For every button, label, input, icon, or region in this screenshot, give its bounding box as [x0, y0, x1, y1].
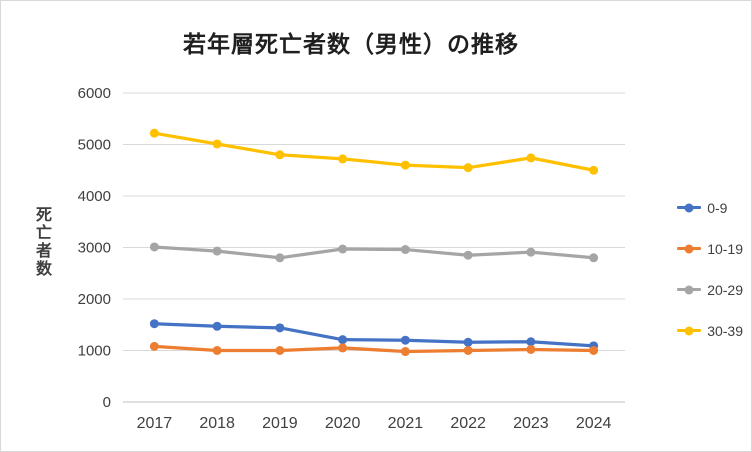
series-marker-30-39 [212, 139, 222, 149]
series-line-10-19 [152, 344, 596, 354]
x-tick-label: 2020 [325, 415, 361, 432]
legend-item-10-19: 10-19 [677, 238, 743, 259]
series-marker-10-19 [463, 346, 473, 355]
x-tick-label: 2017 [137, 415, 173, 432]
chart-title: 若年層死亡者数（男性）の推移 [183, 31, 519, 57]
series-marker-30-39 [526, 153, 536, 163]
legend-dot-icon [684, 285, 694, 294]
series-marker-10-19 [212, 346, 222, 355]
x-tick-label: 2023 [513, 415, 549, 432]
series-marker-30-39 [149, 128, 159, 138]
x-tick-label: 2019 [262, 415, 298, 432]
series-marker-10-19 [400, 347, 410, 357]
series-marker-0-9 [400, 335, 410, 345]
series-marker-20-29 [463, 250, 473, 260]
series-marker-0-9 [275, 323, 285, 333]
x-tick-label: 2022 [450, 415, 486, 432]
x-tick-label: 2018 [199, 415, 235, 432]
series-marker-20-29 [589, 253, 599, 263]
series-marker-0-9 [338, 335, 348, 345]
legend-item-0-9: 0-9 [677, 197, 743, 218]
legend-label: 0-9 [707, 199, 728, 216]
legend-marker-icon [677, 326, 702, 335]
series-line-20-29 [152, 245, 596, 260]
series-marker-30-39 [275, 150, 285, 160]
y-tick-label: 3000 [78, 240, 111, 257]
y-tick-label: 2000 [78, 291, 111, 308]
legend-dot-icon [684, 326, 694, 335]
series-marker-10-19 [526, 344, 536, 354]
series-line-0-9 [152, 322, 596, 348]
series-marker-20-29 [400, 245, 410, 255]
series-line-30-39 [152, 131, 596, 172]
legend-dot-icon [684, 244, 694, 253]
legend-label: 30-39 [707, 322, 743, 339]
series-marker-0-9 [463, 337, 473, 347]
legend-marker-icon [677, 285, 702, 294]
legend-dot-icon [684, 203, 694, 212]
y-tick-label: 4000 [78, 188, 111, 205]
series-marker-30-39 [589, 165, 599, 175]
y-tick-label: 0 [103, 394, 111, 411]
series-marker-10-19 [275, 346, 285, 355]
legend-label: 10-19 [707, 240, 743, 257]
legend-marker-icon [677, 244, 702, 253]
series-marker-30-39 [338, 154, 348, 164]
series-marker-0-9 [526, 337, 536, 347]
series-marker-0-9 [149, 319, 159, 329]
y-tick-label: 1000 [78, 343, 111, 360]
series-marker-10-19 [149, 341, 159, 351]
series-marker-10-19 [338, 343, 348, 353]
series-marker-20-29 [338, 244, 348, 254]
legend-item-20-29: 20-29 [677, 279, 743, 300]
series-marker-0-9 [212, 321, 222, 331]
series-marker-20-29 [149, 242, 159, 252]
legend-item-30-39: 30-39 [677, 320, 743, 341]
series-marker-20-29 [212, 246, 222, 256]
legend-label: 20-29 [707, 281, 743, 298]
x-tick-label: 2024 [576, 415, 612, 432]
x-tick-label: 2021 [388, 415, 424, 432]
legend-marker-icon [677, 203, 702, 212]
series-marker-30-39 [463, 163, 473, 173]
series-marker-10-19 [589, 346, 599, 355]
series-marker-20-29 [275, 253, 285, 263]
y-tick-label: 6000 [78, 85, 111, 102]
y-axis-title: 死亡者数 [33, 206, 50, 278]
series-marker-30-39 [400, 160, 410, 170]
legend: 0-9 10-19 20-29 30-39 [677, 197, 743, 341]
series-marker-20-29 [526, 247, 536, 257]
y-tick-label: 5000 [78, 137, 111, 154]
